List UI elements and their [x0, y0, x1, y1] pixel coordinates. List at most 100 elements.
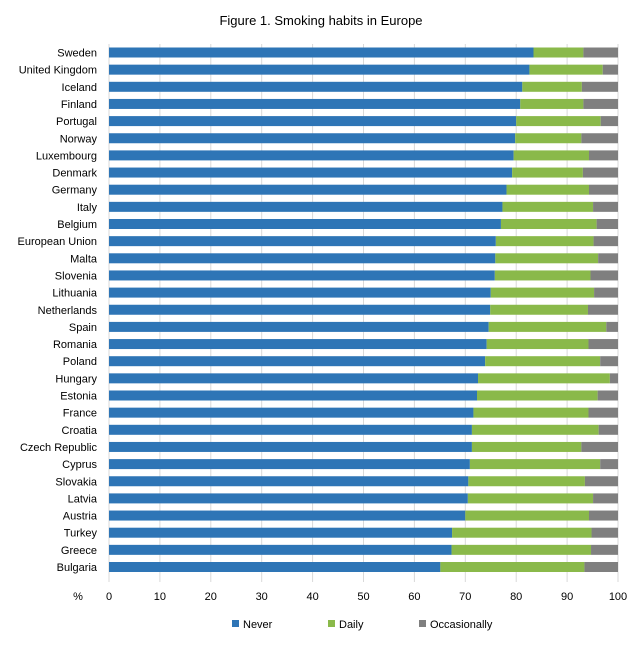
bar-segment-never: [109, 236, 496, 247]
category-label: Slovakia: [55, 476, 97, 488]
category-label: Hungary: [55, 373, 97, 385]
bar-segment-occasionally: [591, 544, 618, 555]
bar-segment-daily: [490, 287, 595, 298]
x-tick-label: 30: [256, 591, 268, 603]
bar-segment-never: [109, 184, 507, 195]
bar-segment-occasionally: [584, 476, 618, 487]
bar-segment-daily: [506, 184, 589, 195]
category-label: Sweden: [57, 48, 97, 60]
x-tick-label: 20: [205, 591, 217, 603]
category-label: Turkey: [64, 528, 98, 540]
bar-segment-never: [109, 424, 472, 435]
bar-segment-never: [109, 304, 491, 315]
bar-segment-daily: [533, 47, 584, 58]
bar-segment-never: [109, 253, 496, 264]
bar-segment-occasionally: [583, 98, 618, 109]
x-tick-labels: 0 10 20 30 40 50 60 70 80 90 100: [106, 591, 627, 603]
bar-segment-never: [109, 167, 513, 178]
category-label: Cyprus: [62, 459, 97, 471]
category-label: Italy: [77, 202, 98, 214]
legend-swatch: [232, 620, 239, 627]
bar-segment-daily: [513, 150, 589, 161]
bar-segment-never: [109, 562, 441, 572]
bar-segment-occasionally: [581, 133, 618, 144]
bar-segment-daily: [471, 424, 599, 435]
bar-segment-never: [109, 47, 534, 58]
bar-segment-occasionally: [597, 390, 618, 401]
bar-segment-never: [109, 201, 503, 212]
bar-segment-occasionally: [587, 304, 618, 315]
bar-segment-daily: [451, 544, 592, 555]
category-label: Norway: [60, 133, 98, 145]
legend-swatch: [419, 620, 426, 627]
bar-segment-daily: [515, 133, 582, 144]
bar-segment-daily: [452, 527, 592, 538]
bar-segment-occasionally: [590, 270, 618, 281]
category-label: Portugal: [56, 116, 97, 128]
legend-label: Never: [243, 619, 273, 631]
x-tick-label: 80: [510, 591, 522, 603]
bar-segment-never: [109, 407, 474, 418]
bar-segment-occasionally: [588, 184, 618, 195]
bar-segment-daily: [520, 98, 584, 109]
category-label: Belgium: [57, 219, 97, 231]
bar-segment-never: [109, 339, 487, 350]
category-label: Denmark: [52, 168, 97, 180]
legend-item: Daily: [328, 619, 364, 631]
bar-segment-occasionally: [606, 321, 618, 332]
x-tick-label: 40: [306, 591, 318, 603]
bar-segment-never: [109, 219, 501, 229]
x-tick-label: 70: [459, 591, 471, 603]
category-label: Bulgaria: [57, 562, 98, 574]
bar-segment-daily: [486, 339, 589, 350]
x-tick-label: 100: [609, 591, 627, 603]
bar-segment-daily: [529, 64, 603, 75]
bar-segment-daily: [494, 270, 591, 281]
bar-segment-occasionally: [588, 407, 618, 418]
category-label: Finland: [61, 99, 97, 111]
bar-segment-occasionally: [602, 64, 618, 75]
bar-segment-daily: [473, 407, 589, 418]
bar-segment-occasionally: [609, 373, 618, 384]
category-label: France: [63, 408, 97, 420]
bar-segment-never: [109, 356, 486, 367]
category-label: Greece: [61, 545, 97, 557]
bar-segment-daily: [490, 304, 588, 315]
bar-segment-occasionally: [588, 510, 618, 521]
bar-segment-never: [109, 527, 453, 538]
bar-segment-daily: [495, 236, 594, 247]
bar-segment-daily: [522, 81, 582, 92]
bar-segment-occasionally: [582, 167, 618, 178]
category-label: Lithuania: [52, 288, 98, 300]
bar-segment-occasionally: [588, 339, 618, 350]
x-axis-label: %: [73, 591, 83, 603]
bar-segment-never: [109, 390, 478, 401]
x-tick-label: 0: [106, 591, 112, 603]
bar-segment-occasionally: [593, 493, 618, 504]
legend-swatch: [328, 620, 335, 627]
category-label: Croatia: [62, 425, 98, 437]
x-tick-label: 60: [408, 591, 420, 603]
bar-segment-daily: [485, 356, 601, 367]
bar-segment-occasionally: [594, 287, 618, 298]
x-tick-label: 50: [357, 591, 369, 603]
bar-segment-occasionally: [588, 150, 618, 161]
bar-segment-daily: [465, 510, 589, 521]
legend: Never Daily Occasionally: [232, 619, 493, 631]
bar-segment-never: [109, 441, 472, 452]
category-label: Austria: [63, 511, 98, 523]
bar-segment-daily: [467, 493, 594, 504]
bar-segment-never: [109, 150, 514, 161]
category-label: Iceland: [62, 82, 97, 94]
bar-segment-never: [109, 544, 452, 555]
bar-segment-never: [109, 459, 470, 470]
bar-segment-daily: [468, 476, 585, 487]
bar-segment-occasionally: [598, 424, 618, 435]
category-label: Malta: [70, 253, 98, 265]
bar-segment-never: [109, 98, 521, 109]
bar-segment-never: [109, 373, 479, 384]
category-label: Netherlands: [38, 305, 98, 317]
category-label: Czech Republic: [20, 442, 98, 454]
